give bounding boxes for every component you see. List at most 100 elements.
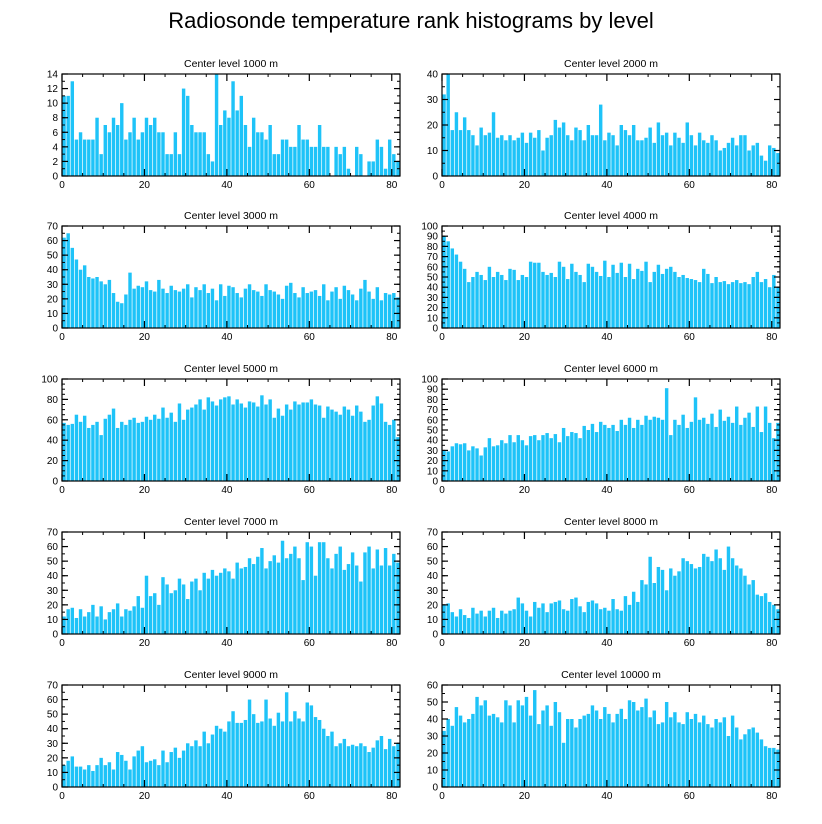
histogram-bar — [140, 287, 145, 328]
histogram-bar — [350, 294, 355, 328]
histogram-bar — [289, 282, 293, 328]
histogram-bar — [198, 590, 202, 634]
histogram-bar — [375, 396, 380, 481]
histogram-bar — [656, 264, 661, 328]
y-tick-label: 6 — [52, 128, 58, 139]
histogram-bar — [631, 279, 636, 328]
panel-8: Center level 8000 m 0 20 40 60 80 0 10 20 30 40 50 6… — [427, 516, 781, 649]
histogram-bar — [619, 262, 624, 328]
histogram-bar — [537, 130, 541, 176]
histogram-bar — [652, 416, 656, 481]
histogram-bar — [570, 140, 574, 176]
histogram-bar — [132, 417, 136, 481]
histogram-bar — [491, 713, 496, 787]
x-tick-label: 0 — [59, 485, 65, 496]
histogram-bar — [553, 119, 558, 176]
histogram-bar — [177, 403, 182, 481]
x-tick-label: 0 — [59, 638, 65, 649]
histogram-bar — [479, 455, 483, 481]
x-tick-label: 20 — [139, 485, 151, 496]
histogram-bar — [181, 88, 186, 176]
y-tick-label: 30 — [47, 586, 59, 597]
histogram-bar — [586, 263, 591, 328]
histogram-bar — [322, 417, 326, 481]
histogram-bar — [355, 146, 359, 176]
histogram-bar — [537, 724, 541, 787]
histogram-bar — [669, 717, 673, 787]
histogram-bar — [574, 727, 578, 787]
panel-title: Center level 2000 m — [564, 58, 658, 70]
histogram-bar — [533, 137, 537, 176]
histogram-bar — [702, 417, 706, 481]
histogram-bar — [706, 556, 710, 634]
histogram-bar — [759, 155, 764, 176]
histogram-bar — [656, 122, 661, 176]
panel-2: Center level 2000 m 0 20 40 60 80 0 10 20 30 40 — [427, 58, 781, 191]
histogram-bar — [355, 300, 359, 328]
histogram-bar — [251, 290, 256, 328]
histogram-bar — [561, 609, 566, 634]
histogram-bar — [218, 125, 223, 176]
histogram-bar — [751, 277, 755, 328]
histogram-bar — [751, 580, 755, 634]
histogram-bar — [136, 285, 140, 328]
y-tick-label: 12 — [47, 84, 59, 95]
histogram-bar — [549, 725, 553, 787]
histogram-bar — [186, 284, 190, 328]
histogram-bar — [95, 421, 99, 481]
histogram-bar — [297, 718, 301, 787]
y-tick-label: 60 — [47, 415, 59, 426]
histogram-bar — [293, 146, 297, 176]
y-tick-label: 30 — [427, 95, 439, 106]
histogram-bar — [367, 161, 371, 176]
histogram-bar — [450, 446, 455, 481]
histogram-bar — [132, 117, 136, 176]
histogram-bar — [487, 132, 492, 176]
histogram-bar — [524, 445, 529, 481]
histogram-bar — [210, 161, 215, 176]
histogram-bar — [660, 569, 665, 634]
y-tick-label: 0 — [432, 324, 438, 335]
histogram-bar — [223, 731, 227, 787]
histogram-bar — [82, 265, 87, 328]
histogram-bar — [91, 139, 95, 176]
histogram-bar — [467, 282, 471, 328]
histogram-bar — [582, 140, 586, 176]
histogram-bar — [570, 599, 574, 634]
x-tick-label: 0 — [59, 332, 65, 343]
plot-frame — [61, 684, 401, 788]
histogram-bar — [718, 722, 722, 787]
histogram-bar — [516, 280, 520, 328]
histogram-bar — [500, 440, 504, 481]
histogram-bar — [70, 81, 75, 176]
x-tick-label: 40 — [221, 791, 233, 802]
histogram-bar — [673, 132, 677, 176]
histogram-bar — [355, 565, 359, 634]
x-tick-label: 0 — [59, 791, 65, 802]
histogram-bar — [710, 283, 714, 328]
y-tick-label: 70 — [427, 528, 439, 539]
histogram-bar — [128, 272, 132, 328]
histogram-bar — [545, 705, 549, 787]
y-tick-label: 50 — [47, 710, 59, 721]
histogram-bar — [235, 399, 239, 481]
histogram-bar — [120, 754, 124, 787]
histogram-bar — [87, 765, 91, 787]
histogram-bar — [214, 405, 219, 481]
y-tick-label: 100 — [421, 222, 438, 233]
y-tick-label: 40 — [47, 436, 59, 447]
histogram-bar — [475, 613, 479, 634]
histogram-bar — [161, 132, 165, 176]
histogram-bar — [462, 268, 467, 328]
histogram-bar — [462, 443, 467, 481]
histogram-bar — [471, 607, 475, 634]
histogram-bar — [317, 542, 322, 634]
x-tick-label: 20 — [139, 638, 151, 649]
histogram-bar — [660, 135, 665, 176]
histogram-bar — [541, 603, 545, 634]
histogram-bar — [334, 287, 338, 328]
histogram-bar — [726, 736, 731, 787]
histogram-bar — [280, 540, 285, 634]
histogram-bar — [342, 569, 347, 634]
plot-frame — [61, 378, 401, 482]
